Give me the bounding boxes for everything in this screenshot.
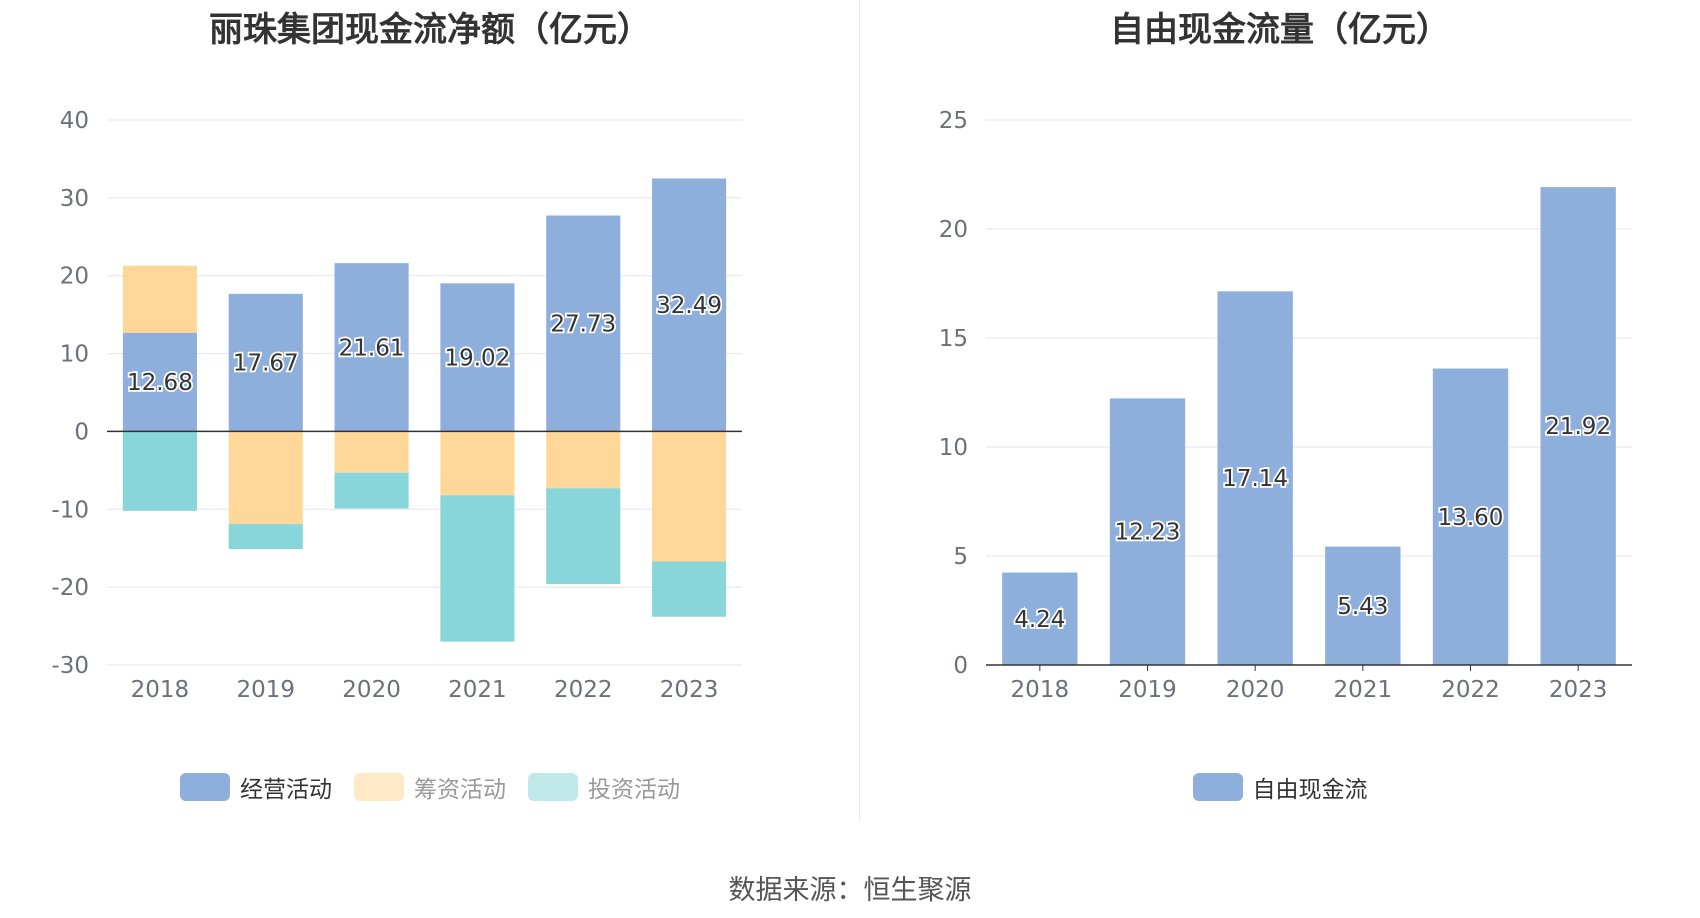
y-tick-label: 20 — [939, 217, 968, 243]
x-tick-label: 2022 — [554, 677, 613, 703]
cash-flow-legend: 经营活动 筹资活动 投资活动 — [0, 770, 860, 804]
x-tick-label: 2018 — [1011, 677, 1070, 703]
bar-investing-2018 — [122, 431, 197, 511]
bar-investing-2023 — [652, 561, 727, 617]
bar-free_cash-2018 — [1002, 572, 1078, 665]
x-tick-label: 2021 — [448, 677, 507, 703]
legend-label-investing: 投资活动 — [588, 777, 680, 803]
y-tick-label: 30 — [60, 186, 89, 212]
y-tick-label: 0 — [953, 653, 968, 679]
bar-investing-2022 — [546, 488, 621, 585]
panel-divider — [859, 0, 860, 820]
y-tick-label: -10 — [51, 497, 89, 523]
y-tick-label: -30 — [51, 653, 89, 679]
free-cash-flow-panel: 自由现金流量（亿元） 25 20 15 10 5 0 4.24 2018 12.23 2019 17… — [860, 0, 1700, 820]
x-tick-label: 2019 — [1118, 677, 1177, 703]
x-tick-label: 2019 — [236, 677, 295, 703]
x-tick-label: 2020 — [1226, 677, 1285, 703]
bar-operating-2021 — [440, 283, 515, 432]
bar-financing-2019 — [228, 431, 303, 525]
bar-financing-2018 — [122, 265, 197, 333]
legend-label-free-cash: 自由现金流 — [1252, 777, 1368, 803]
y-tick-label: 10 — [60, 342, 89, 368]
bar-financing-2022 — [546, 431, 621, 489]
legend-label-financing: 筹资活动 — [414, 777, 506, 803]
data-label-operating-2022: 27.73 — [550, 311, 616, 337]
y-tick-label: 15 — [939, 326, 968, 352]
bar-free_cash-2020 — [1217, 291, 1293, 665]
x-tick-label: 2023 — [660, 677, 719, 703]
legend-swatch-free-cash — [1192, 773, 1243, 801]
data-label-operating-2018: 12.68 — [127, 370, 193, 396]
bar-financing-2023 — [652, 431, 727, 562]
data-label-operating-2020: 21.61 — [339, 335, 405, 361]
legend-item-financing[interactable]: 筹资活动 — [354, 770, 506, 804]
data-label-free_cash-2021: 5.43 — [1337, 594, 1388, 620]
data-source: 数据来源：恒生聚源 — [728, 875, 972, 906]
legend-item-investing[interactable]: 投资活动 — [528, 770, 680, 804]
x-tick-label: 2020 — [342, 677, 401, 703]
legend-label-operating: 经营活动 — [240, 777, 332, 803]
data-label-operating-2021: 19.02 — [444, 345, 510, 371]
y-tick-label: 20 — [60, 264, 89, 290]
y-tick-label: -20 — [51, 575, 89, 601]
bar-free_cash-2022 — [1432, 368, 1509, 665]
bar-operating-2018 — [122, 332, 197, 432]
legend-item-operating[interactable]: 经营活动 — [180, 770, 332, 804]
bar-investing-2020 — [334, 472, 409, 509]
bar-free_cash-2019 — [1109, 398, 1186, 665]
data-label-free_cash-2019: 12.23 — [1115, 520, 1181, 546]
legend-swatch-operating — [180, 773, 230, 801]
data-label-operating-2019: 17.67 — [233, 351, 299, 377]
free-cash-flow-chart-title: 自由现金流量（亿元） — [1110, 10, 1450, 50]
legend-item-free-cash[interactable]: 自由现金流 — [1192, 770, 1368, 804]
data-label-free_cash-2020: 17.14 — [1222, 466, 1288, 492]
x-tick-label: 2018 — [131, 677, 190, 703]
bar-free_cash-2023 — [1540, 187, 1616, 666]
free-cash-flow-chart: 25 20 15 10 5 0 4.24 2018 12.23 2019 17.14 2020 5.43… — [939, 108, 1632, 703]
cash-flow-panel: 丽珠集团现金流净额（亿元） 40 30 20 10 0 -10 -20 -30 12.68 201… — [0, 0, 860, 820]
bar-operating-2019 — [228, 293, 303, 432]
data-label-free_cash-2023: 21.92 — [1545, 414, 1611, 440]
bar-investing-2021 — [440, 495, 515, 642]
data-label-free_cash-2018: 4.24 — [1014, 607, 1065, 633]
y-tick-label: 40 — [60, 108, 89, 134]
legend-swatch-investing — [528, 773, 578, 801]
bar-operating-2022 — [546, 215, 621, 432]
cash-flow-chart-title: 丽珠集团现金流净额（亿元） — [209, 10, 651, 50]
x-tick-label: 2023 — [1549, 677, 1608, 703]
data-label-operating-2023: 32.49 — [656, 293, 722, 319]
bar-financing-2020 — [334, 431, 409, 473]
cash-flow-chart: 40 30 20 10 0 -10 -20 -30 12.68 2018 17.67 2019 21.6… — [51, 108, 742, 703]
x-tick-label: 2021 — [1334, 677, 1393, 703]
bar-operating-2020 — [334, 263, 409, 432]
free-cash-flow-legend: 自由现金流 — [860, 770, 1700, 804]
legend-swatch-financing — [354, 773, 404, 801]
bar-operating-2023 — [652, 178, 727, 432]
bar-investing-2019 — [228, 524, 303, 549]
y-tick-label: 5 — [953, 544, 968, 570]
bar-free_cash-2021 — [1325, 546, 1401, 665]
y-tick-label: 25 — [939, 108, 968, 134]
y-tick-label: 0 — [74, 419, 89, 445]
data-label-free_cash-2022: 13.60 — [1438, 505, 1504, 531]
x-tick-label: 2022 — [1441, 677, 1500, 703]
y-tick-label: 10 — [939, 435, 968, 461]
bar-financing-2021 — [440, 431, 515, 496]
